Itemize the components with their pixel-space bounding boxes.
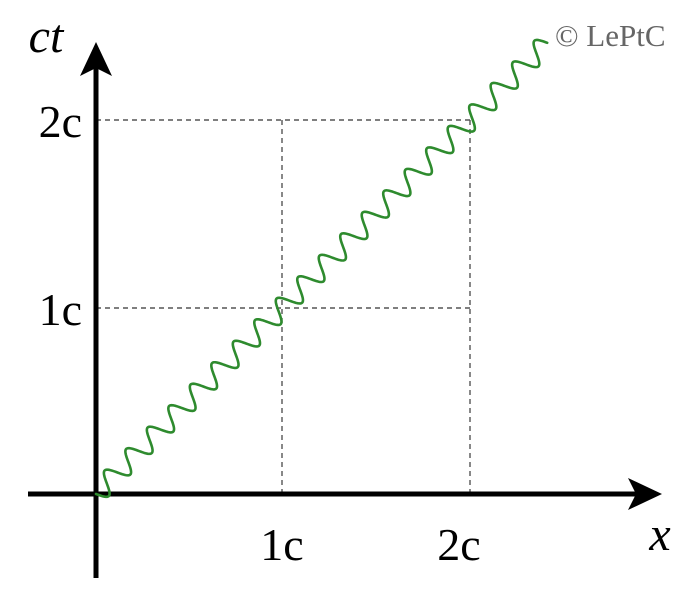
ct-axis-title: ct xyxy=(29,10,65,63)
grid-lines xyxy=(96,119,471,494)
x-axis-arrowhead xyxy=(628,478,662,510)
worldline-wave xyxy=(94,38,549,499)
x-axis xyxy=(28,478,662,510)
y-tick-label-2c: 2c xyxy=(39,96,82,147)
x-tick-label-1c: 1c xyxy=(260,519,303,570)
copyright-label: © LePtC xyxy=(555,18,666,53)
ct-axis-arrowhead xyxy=(80,42,112,76)
x-axis-title: x xyxy=(648,508,670,561)
x-tick-label-2c: 2c xyxy=(437,519,480,570)
y-tick-label-1c: 1c xyxy=(39,284,82,335)
